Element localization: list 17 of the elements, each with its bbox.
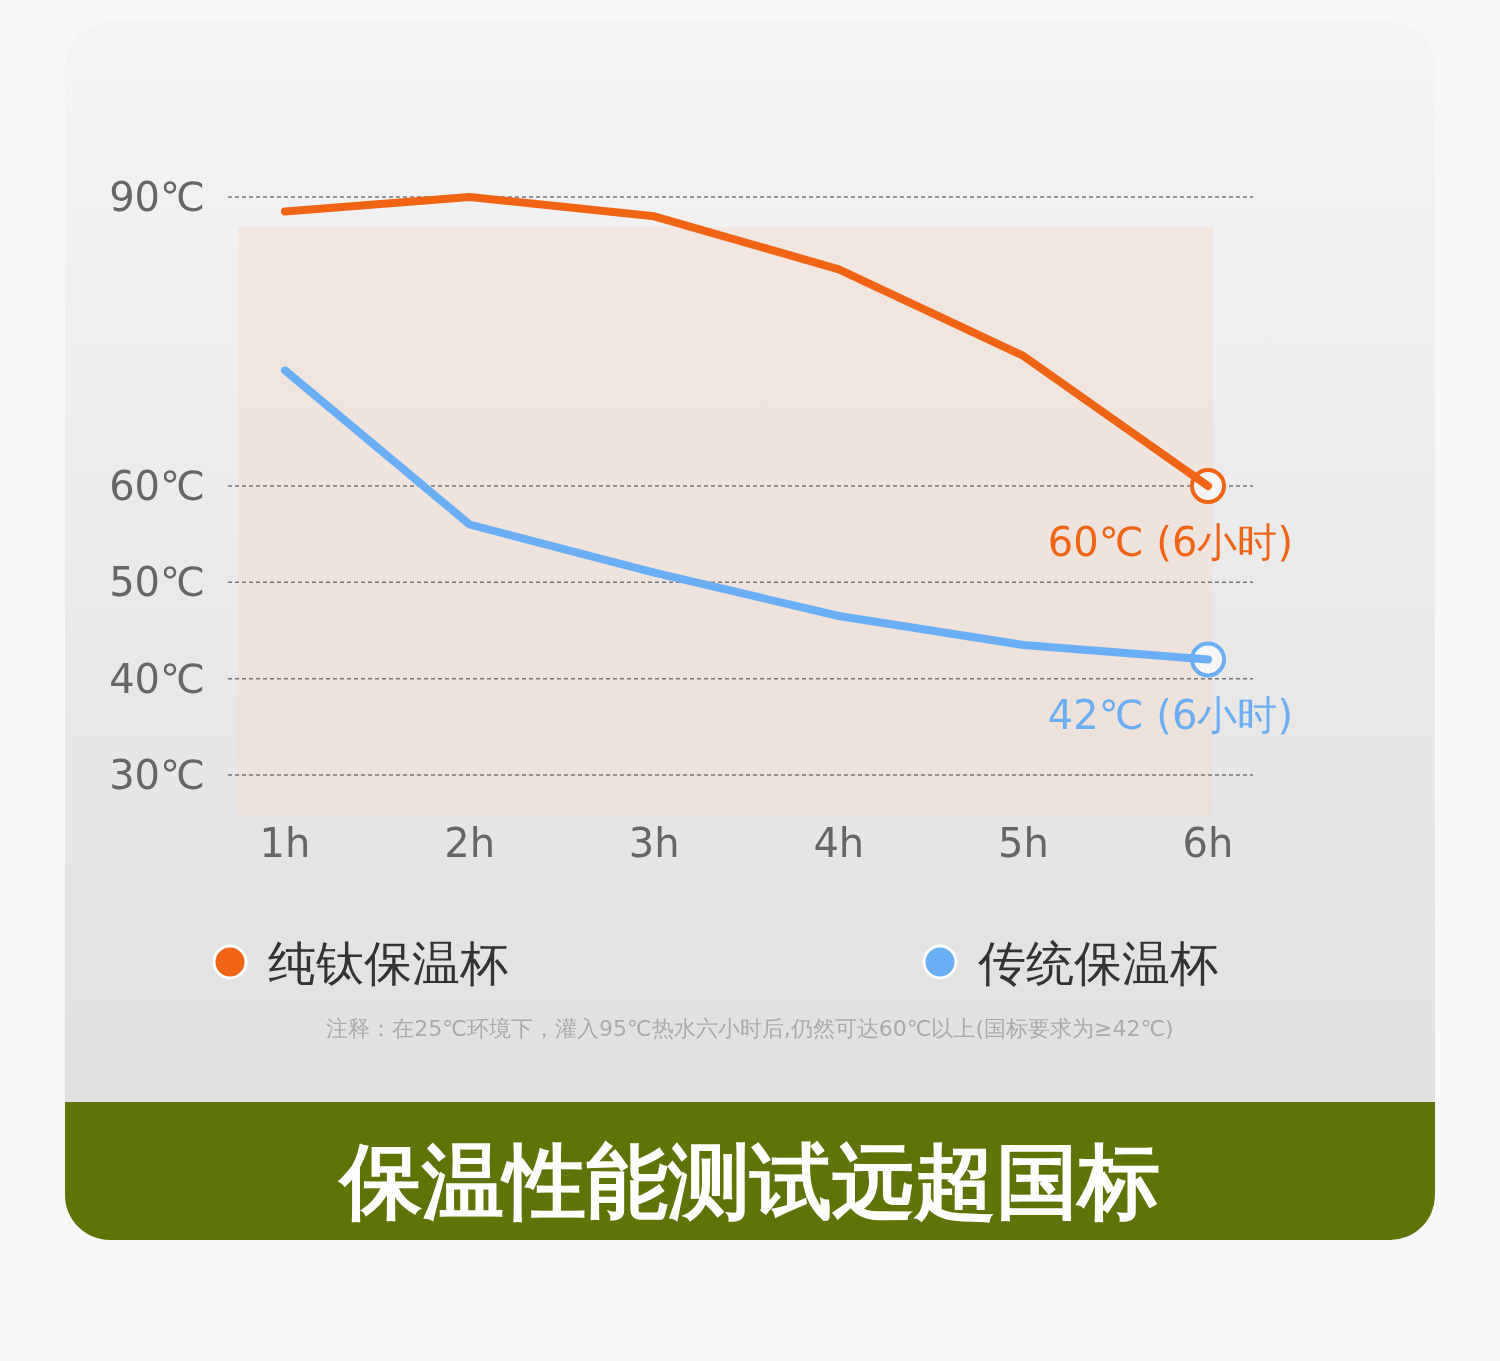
y-tick-label: 50℃ (109, 559, 205, 606)
x-tick-label: 6h (1182, 820, 1234, 866)
annotation: 60℃ (6小时) (1047, 519, 1293, 565)
y-tick-label: 60℃ (109, 463, 205, 509)
legend-label: 传统保温杯 (978, 935, 1218, 991)
y-tick-label: 30℃ (109, 752, 205, 798)
legend-label: 纯钛保温杯 (268, 935, 508, 991)
x-tick-label: 2h (444, 820, 496, 866)
annotation: 42℃ (6小时) (1047, 692, 1293, 739)
text: 保温性能测试远超国标 (337, 1134, 1160, 1229)
x-tick-label: 5h (997, 820, 1049, 866)
x-tick-label: 1h (259, 820, 311, 866)
x-tick-label: 4h (813, 820, 865, 866)
text: 注释：在25℃环境下，灌入95℃热水六小时后,仍然可达60℃以上(国标要求为≥42℃) (326, 1016, 1174, 1041)
y-tick-label: 90℃ (109, 174, 205, 220)
y-tick-label: 40℃ (109, 655, 205, 702)
x-tick-label: 3h (628, 820, 680, 866)
